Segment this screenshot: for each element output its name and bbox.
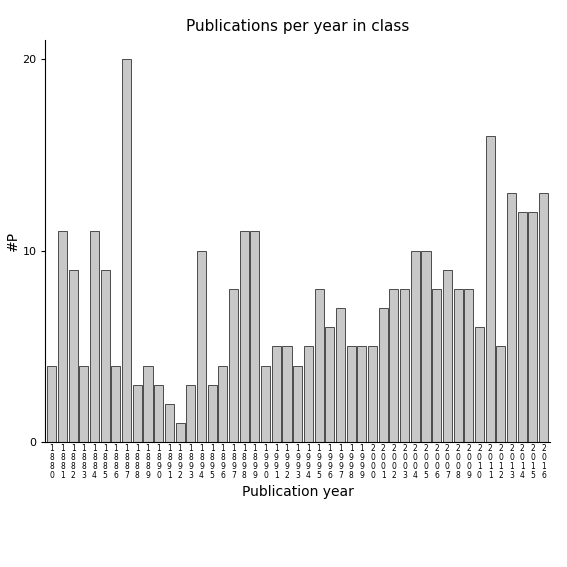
Bar [346, 346, 356, 442]
Bar [496, 346, 505, 442]
Bar [165, 404, 174, 442]
Bar [261, 366, 270, 442]
Bar [79, 366, 88, 442]
Bar [304, 346, 313, 442]
Bar [186, 385, 195, 442]
Bar [143, 366, 153, 442]
Bar [176, 423, 185, 442]
Bar [539, 193, 548, 442]
Bar [293, 366, 302, 442]
Title: Publications per year in class: Publications per year in class [186, 19, 409, 35]
Bar [400, 289, 409, 442]
Bar [282, 346, 291, 442]
Bar [208, 385, 217, 442]
Bar [518, 212, 527, 442]
X-axis label: Publication year: Publication year [242, 485, 354, 499]
Bar [432, 289, 441, 442]
Bar [368, 346, 377, 442]
Bar [336, 308, 345, 442]
Bar [197, 251, 206, 442]
Bar [111, 366, 120, 442]
Bar [90, 231, 99, 442]
Bar [357, 346, 366, 442]
Bar [421, 251, 430, 442]
Bar [218, 366, 227, 442]
Bar [58, 231, 67, 442]
Bar [47, 366, 56, 442]
Bar [454, 289, 463, 442]
Bar [272, 346, 281, 442]
Bar [315, 289, 324, 442]
Bar [69, 270, 78, 442]
Bar [485, 136, 494, 442]
Bar [475, 327, 484, 442]
Bar [122, 59, 131, 442]
Bar [251, 231, 260, 442]
Bar [464, 289, 473, 442]
Bar [528, 212, 538, 442]
Bar [229, 289, 238, 442]
Bar [379, 308, 388, 442]
Bar [325, 327, 335, 442]
Y-axis label: #P: #P [6, 231, 19, 251]
Bar [154, 385, 163, 442]
Bar [411, 251, 420, 442]
Bar [133, 385, 142, 442]
Bar [240, 231, 249, 442]
Bar [443, 270, 452, 442]
Bar [101, 270, 110, 442]
Bar [390, 289, 399, 442]
Bar [507, 193, 516, 442]
